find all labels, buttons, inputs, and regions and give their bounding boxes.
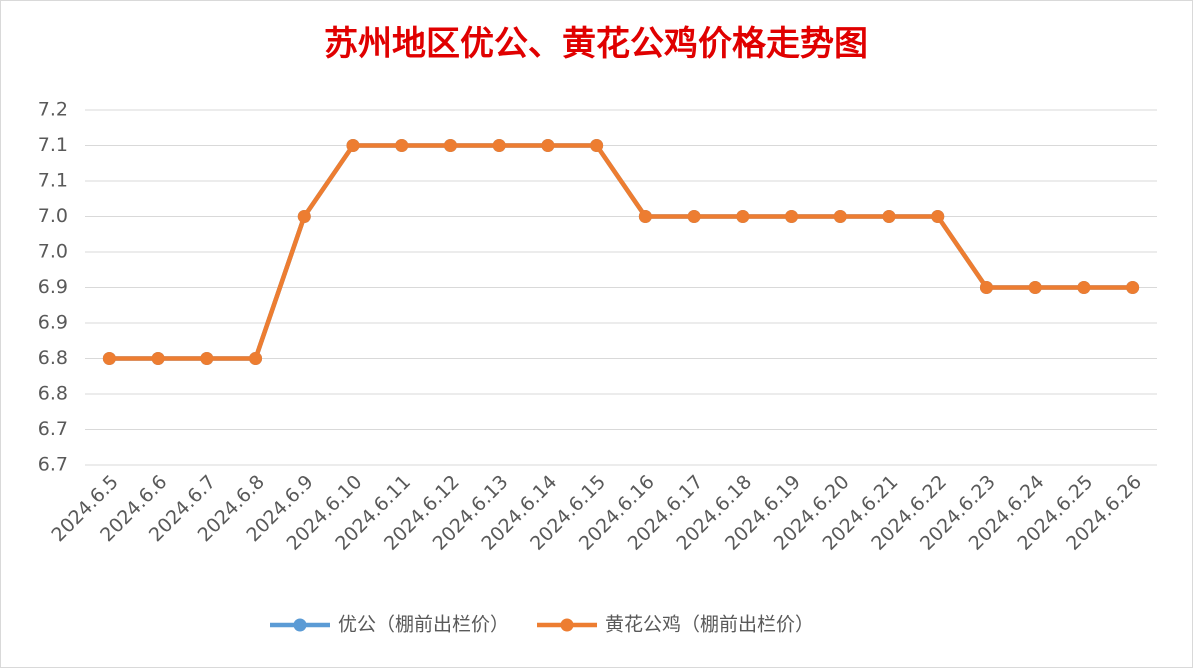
y-tick-label: 6.9 bbox=[38, 312, 68, 334]
series-marker bbox=[1077, 281, 1091, 294]
series-marker bbox=[931, 210, 945, 223]
series-marker bbox=[833, 210, 847, 223]
chart-title: 苏州地区优公、黄花公鸡价格走势图 bbox=[324, 24, 868, 64]
y-tick-label: 6.9 bbox=[38, 276, 68, 298]
series-marker bbox=[882, 210, 896, 223]
series-marker bbox=[151, 352, 165, 365]
series-marker bbox=[346, 139, 360, 152]
legend-marker bbox=[560, 618, 574, 632]
y-tick-label: 7.1 bbox=[38, 170, 68, 192]
series-marker bbox=[785, 210, 799, 223]
series-line bbox=[109, 143, 1133, 361]
series-marker bbox=[443, 139, 457, 152]
series-marker bbox=[1126, 281, 1140, 294]
series-marker bbox=[297, 210, 311, 223]
series-marker bbox=[1028, 281, 1042, 294]
series-marker bbox=[638, 210, 652, 223]
y-tick-label: 6.7 bbox=[38, 418, 68, 440]
y-tick-label: 6.8 bbox=[38, 383, 68, 405]
legend-marker bbox=[293, 618, 307, 632]
y-tick-label: 7.0 bbox=[38, 205, 68, 227]
y-tick-label: 7.1 bbox=[38, 134, 68, 156]
series-marker bbox=[102, 352, 116, 365]
series-marker bbox=[249, 352, 263, 365]
series-marker bbox=[200, 352, 214, 365]
series-marker bbox=[979, 281, 993, 294]
y-tick-label: 6.8 bbox=[38, 347, 68, 369]
series-marker bbox=[395, 139, 409, 152]
series-marker bbox=[736, 210, 750, 223]
series-marker bbox=[541, 139, 555, 152]
legend-label: 优公（棚前出栏价） bbox=[338, 614, 509, 636]
legend-label: 黄花公鸡（棚前出栏价） bbox=[605, 614, 814, 636]
series-marker bbox=[687, 210, 701, 223]
series-marker bbox=[590, 139, 604, 152]
series-marker bbox=[492, 139, 506, 152]
y-tick-label: 7.2 bbox=[38, 99, 68, 121]
y-tick-label: 6.7 bbox=[38, 454, 68, 476]
y-tick-label: 7.0 bbox=[38, 241, 68, 263]
